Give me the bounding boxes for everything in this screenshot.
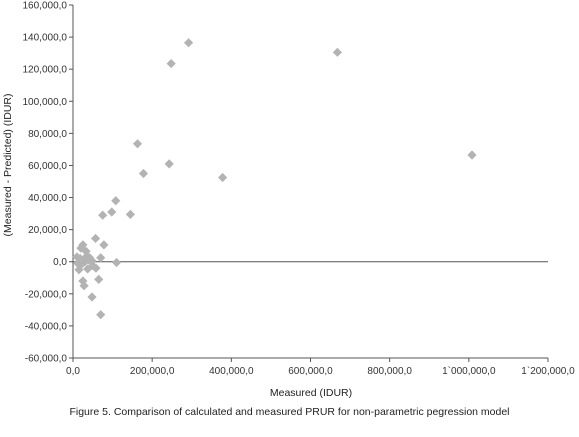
data-point: [90, 233, 101, 244]
y-tick-label: 60,000,0: [28, 161, 67, 172]
y-tick-label: 40,000,0: [28, 193, 67, 204]
y-tick-label: 100,000,0: [23, 97, 68, 108]
data-point: [111, 257, 122, 268]
y-tick-label: 160,000,0: [23, 1, 68, 12]
x-tick-label: 400,000,0: [209, 366, 254, 377]
figure-caption: Figure 5. Comparison of calculated and m…: [69, 406, 510, 418]
y-tick-label: -40,000,0: [25, 321, 68, 332]
data-point: [96, 253, 106, 263]
tick-labels: -60,000,0 -40,000,0 -20,000,0 0,0 20,000,0 40…: [23, 1, 576, 378]
data-point: [98, 210, 108, 220]
x-tick-label: 600,000,0: [288, 366, 333, 377]
data-point: [79, 281, 89, 291]
y-tick-label: 20,000,0: [28, 225, 67, 236]
data-point: [166, 58, 176, 69]
data-point: [467, 150, 477, 160]
data-point: [218, 172, 228, 183]
data-point: [88, 261, 98, 271]
data-point: [183, 38, 194, 48]
data-points: [72, 38, 477, 320]
axes: [72, 5, 548, 359]
data-point: [111, 196, 121, 206]
data-point: [82, 251, 92, 261]
y-tick-label: 140,000,0: [23, 33, 68, 44]
data-point: [99, 240, 109, 250]
y-tick-label: 120,000,0: [23, 65, 68, 76]
data-point: [73, 258, 83, 268]
x-axis-label: Measured (IDUR): [270, 387, 352, 399]
y-tick-label: -60,000,0: [25, 354, 68, 365]
y-tick-label: -20,000,0: [25, 289, 68, 300]
y-tick-label: 0,0: [53, 257, 67, 268]
data-point: [107, 207, 117, 217]
data-point: [74, 265, 84, 275]
data-point: [332, 47, 343, 57]
data-point: [132, 139, 143, 149]
data-point: [96, 310, 106, 320]
data-point: [164, 159, 174, 169]
data-point: [138, 168, 149, 179]
x-tick-label: 1`200,000,0: [521, 365, 575, 377]
x-tick-label: 200,000,0: [130, 366, 175, 377]
data-point: [80, 257, 90, 267]
y-axis-label: (Measured - Predicted) (IDUR): [2, 94, 14, 237]
data-point: [83, 264, 93, 274]
x-tick-label: 1`000,000,0: [442, 365, 496, 377]
y-tick-label: 80,000,0: [28, 129, 67, 140]
data-point: [125, 209, 135, 219]
data-point: [87, 292, 97, 302]
x-tick-label: 800,000,0: [367, 366, 412, 377]
data-point: [94, 274, 104, 284]
x-tick-label: 0,0: [66, 366, 80, 377]
data-point: [87, 256, 97, 266]
